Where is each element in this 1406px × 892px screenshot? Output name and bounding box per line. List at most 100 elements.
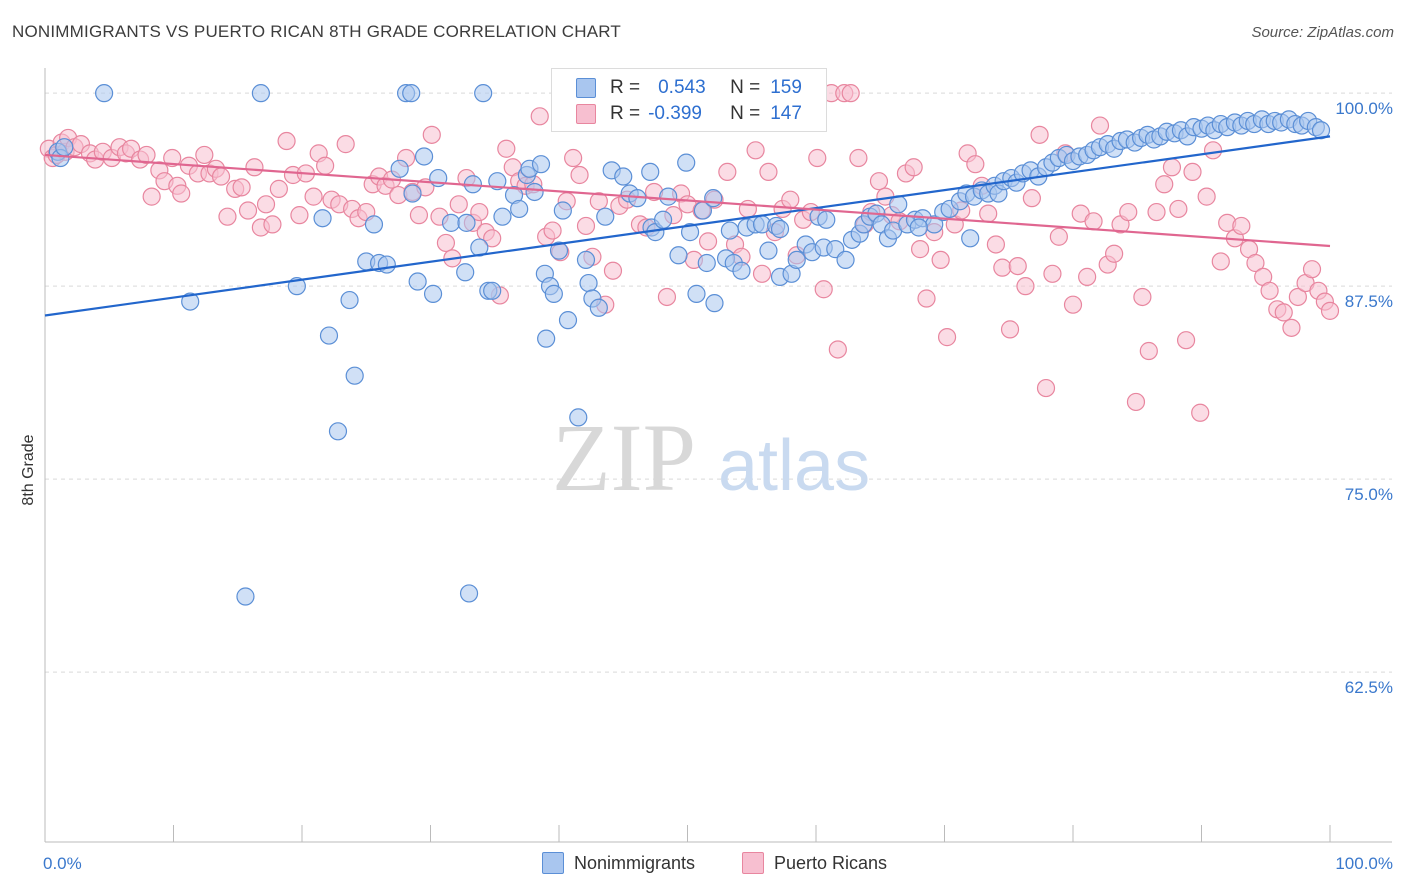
puerto-ricans-point [1049,227,1068,246]
nonimmigrants-point [408,272,427,291]
puerto-ricans-point [603,261,623,280]
puerto-ricans-point [1133,287,1152,307]
bottom-legend-nonimmigrants: Nonimmigrants [542,852,695,874]
nonimmigrants-point [403,184,422,203]
puerto-ricans-point [917,289,936,308]
puerto-ricans-point [657,287,677,307]
nonimmigrants-point [251,84,270,103]
puerto-ricans-point [759,162,778,182]
nonimmigrants-point [817,210,836,229]
puerto-ricans-point [263,215,282,234]
nonimmigrants-point [345,366,364,385]
nonimmigrants-point [510,199,529,219]
puerto-ricans-point [1022,189,1041,208]
puerto-ricans-point [1232,216,1251,236]
puerto-ricans-point [1078,267,1097,286]
legend-n-label: N = [730,77,761,98]
bottom-legend-swatch-blue [542,852,564,874]
nonimmigrants-point [569,408,588,427]
nonimmigrants-point [732,261,751,280]
puerto-ricans-point [1043,264,1062,283]
nonimmigrants-point [236,587,255,606]
puerto-ricans-point [422,125,441,144]
bottom-legend-puerto-ricans: Puerto Ricans [742,852,887,874]
y-tick-label: 75.0% [1345,485,1393,504]
puerto-ricans-point [142,187,161,206]
puerto-ricans-point [904,158,923,177]
watermark-atlas: atlas [718,426,870,506]
puerto-ricans-point [1320,301,1340,320]
puerto-ricans-point [1139,341,1158,361]
puerto-ricans-point [910,240,930,259]
puerto-ricans-point [449,195,468,214]
puerto-ricans-point [163,148,182,168]
nonimmigrants-point [787,250,806,270]
nonimmigrants-point [697,253,716,273]
y-tick-label: 87.5% [1345,292,1393,311]
correlation-legend: R = 0.543 N = 159 R = -0.399 N = 147 [551,68,827,132]
puerto-ricans-point [543,221,562,240]
legend-r-value: 0.543 [658,77,706,98]
legend-swatch-pink [576,104,596,124]
axes [44,68,1392,843]
puerto-ricans-trendline [44,153,1331,248]
bottom-legend-label: Nonimmigrants [574,852,696,873]
nonimmigrants-point [653,210,673,229]
puerto-ricans-point [1183,162,1202,182]
nonimmigrants-point [488,172,507,191]
puerto-ricans-point [986,235,1006,254]
nonimmigrants-point [961,229,980,248]
puerto-ricans-point [316,156,335,175]
nonimmigrants-point [390,159,409,178]
puerto-ricans-point [1036,378,1056,398]
puerto-ricans-point [1191,403,1210,422]
nonimmigrants-point [441,213,461,232]
puerto-ricans-point [570,165,589,185]
puerto-ricans-point [752,264,772,283]
nonimmigrants-point [377,255,396,274]
puerto-ricans-point [238,201,258,220]
nonimmigrants-point [319,326,339,345]
nonimmigrants-point [705,294,724,313]
x-tick-label: 100.0% [1335,854,1393,873]
puerto-ricans-point [979,204,998,223]
y-tick-label: 62.5% [1345,678,1393,697]
legend-n-value: 147 [770,103,802,124]
puerto-ricans-point [1084,212,1103,231]
chart-title: NONIMMIGRANTS VS PUERTO RICAN 8TH GRADE … [12,22,621,41]
watermark: ZIP atlas [552,404,870,511]
nonimmigrants-point [558,311,578,330]
puerto-ricans-point [849,148,868,168]
puerto-ricans-point [808,148,827,168]
puerto-ricans-point [1155,175,1174,194]
nonimmigrants-point [589,298,608,317]
tick-labels: 100.0% 87.5% 75.0% 62.5% 0.0% 100.0% [43,99,1393,873]
nonimmigrants-point [704,189,723,208]
nonimmigrants-point [456,263,475,282]
nonimmigrants-point [677,153,696,172]
nonimmigrants-point [687,284,706,303]
nonimmigrants-point [659,187,678,206]
legend-n-value: 159 [770,77,802,98]
puerto-ricans-point [304,187,323,206]
puerto-ricans-point [781,190,800,209]
puerto-ricans-point [869,172,889,191]
puerto-ricans-point [814,280,833,299]
puerto-ricans-point [746,141,765,160]
nonimmigrants-point [836,250,855,270]
puerto-ricans-point [436,233,456,253]
puerto-ricans-point [698,232,718,251]
puerto-ricans-point [1282,318,1301,337]
nonimmigrants-point [457,213,476,232]
puerto-ricans-point [195,145,214,165]
puerto-ricans-point [409,206,429,225]
nonimmigrants-point [759,241,778,260]
puerto-ricans-point [966,155,985,174]
nonimmigrants-point [544,284,563,303]
puerto-ricans-point [172,184,191,203]
puerto-ricans-point [218,207,237,226]
puerto-ricans-point [1288,287,1307,307]
nonimmigrants-point [313,209,332,228]
puerto-ricans-point [564,148,583,168]
x-tick-label: 0.0% [43,854,82,873]
